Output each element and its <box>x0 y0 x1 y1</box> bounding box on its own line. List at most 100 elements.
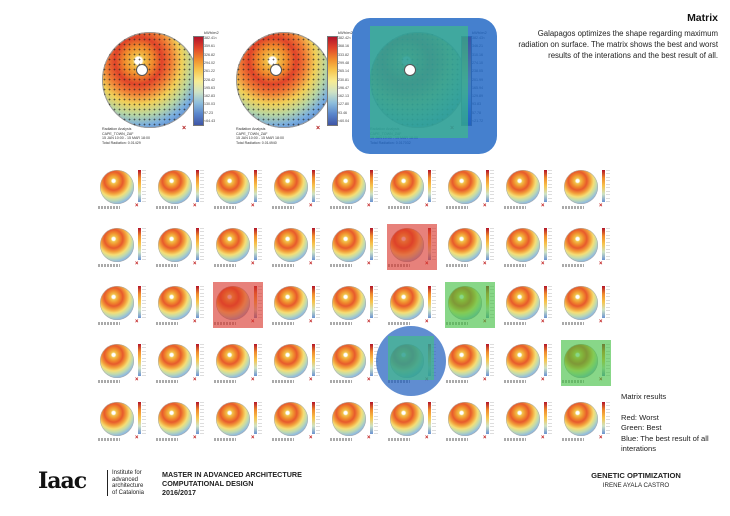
scale-tick-label: 299.48 <box>338 60 349 65</box>
iteration-scale-ticks <box>374 170 378 202</box>
iteration-scale-ticks <box>548 228 552 260</box>
close-x-icon: × <box>316 125 321 132</box>
caption-line: Total Radiation: 0.01429 <box>102 140 141 145</box>
iteration-sphere <box>158 228 192 262</box>
iteration-caption <box>156 322 178 325</box>
scale-tick-label: 93.46 <box>338 110 347 115</box>
iteration-result: × <box>270 168 326 212</box>
close-x-icon: × <box>599 261 603 267</box>
iteration-caption <box>388 206 410 209</box>
iteration-result: × <box>212 168 268 212</box>
worst-result-highlight <box>387 224 437 270</box>
iteration-result: × <box>502 400 558 444</box>
iteration-scale-bar <box>486 170 489 202</box>
iteration-caption <box>214 380 236 383</box>
caption-line: 15 JAN 10:00 - 15 MAR 18:00 <box>102 136 150 140</box>
iteration-sphere <box>216 170 250 204</box>
iteration-sphere <box>274 228 308 262</box>
iteration-result: × <box>502 226 558 270</box>
iteration-caption <box>214 438 236 441</box>
iteration-scale-ticks <box>432 170 436 202</box>
iteration-scale-ticks <box>258 344 262 376</box>
iteration-sphere <box>390 170 424 204</box>
legend-item-best: Green: Best <box>621 423 662 433</box>
caption-line: Radiation Analysis <box>102 127 132 131</box>
iteration-caption <box>330 206 352 209</box>
scale-tick-label: 368.16 <box>338 44 349 49</box>
iteration-sphere <box>448 170 482 204</box>
caption-line: Radiation Analysis <box>236 127 266 131</box>
close-x-icon: × <box>367 203 371 209</box>
scale-tick-label: 127.80 <box>338 102 349 107</box>
close-x-icon: × <box>251 435 255 441</box>
legend-item-best-of-all: Blue: The best result of all interations <box>621 433 709 454</box>
iteration-sphere <box>332 170 366 204</box>
iteration-result: × <box>270 226 326 270</box>
iteration-sphere <box>506 170 540 204</box>
iteration-caption <box>156 264 178 267</box>
iteration-sphere <box>506 402 540 436</box>
close-x-icon: × <box>367 261 371 267</box>
best-of-all-inner-highlight <box>388 336 434 380</box>
iteration-result: × <box>444 168 500 212</box>
iteration-scale-bar <box>602 286 605 318</box>
iteration-sphere <box>274 286 308 320</box>
close-x-icon: × <box>483 261 487 267</box>
iteration-caption <box>562 206 584 209</box>
iteration-sphere <box>158 170 192 204</box>
close-x-icon: × <box>309 435 313 441</box>
scale-tick-label: 382.41< <box>204 36 218 40</box>
iteration-sphere <box>274 344 308 378</box>
iteration-caption <box>330 264 352 267</box>
iteration-sphere <box>100 286 134 320</box>
legend-title: Matrix results <box>621 392 667 401</box>
iteration-scale-bar <box>138 402 141 434</box>
scale-tick-label: 265.14 <box>338 69 349 74</box>
iteration-caption <box>562 264 584 267</box>
institute-line: architecture <box>112 483 144 490</box>
close-x-icon: × <box>251 377 255 383</box>
iteration-scale-bar <box>254 344 257 376</box>
institute-line: Institute for <box>112 470 142 476</box>
iteration-result: × <box>560 400 616 444</box>
institute-line: advanced <box>112 476 139 483</box>
iteration-result: × <box>96 168 152 212</box>
scale-tick-label: 382.42< <box>338 36 352 40</box>
scale-tick-label: 162.13 <box>338 94 349 99</box>
iteration-scale-bar <box>486 344 489 376</box>
close-x-icon: × <box>367 319 371 325</box>
iteration-caption <box>272 206 294 209</box>
iteration-scale-ticks <box>374 228 378 260</box>
iteration-caption <box>388 438 410 441</box>
author-name: IRENE AYALA CASTRO <box>602 482 670 489</box>
iteration-sphere <box>216 344 250 378</box>
iteration-caption <box>330 438 352 441</box>
institute-name: Institute for advanced architecture of C… <box>107 470 144 497</box>
iteration-result: × <box>444 400 500 444</box>
iteration-scale-bar <box>312 228 315 260</box>
iteration-scale-ticks <box>200 402 204 434</box>
iteration-caption <box>156 380 178 383</box>
program-line: MASTER IN ADVANCED ARCHITECTURE <box>162 470 302 479</box>
close-x-icon: × <box>135 377 139 383</box>
iteration-caption <box>446 206 468 209</box>
iteration-result: × <box>502 168 558 212</box>
iteration-scale-ticks <box>142 170 146 202</box>
iteration-result: × <box>502 284 558 328</box>
iaac-logo: Iaac <box>38 468 87 494</box>
matrix-results-legend: Matrix results Red: Worst Green: Best Bl… <box>621 392 721 455</box>
scale-tick-label: 326.82 <box>204 52 215 57</box>
close-x-icon: × <box>425 319 429 325</box>
scale-tick-label: 130.03 <box>204 102 215 107</box>
iteration-result: × <box>328 342 384 386</box>
close-x-icon: × <box>182 125 187 132</box>
scale-tick-label: <64.43 <box>204 119 216 123</box>
iteration-sphere <box>390 286 424 320</box>
iteration-result: × <box>96 342 152 386</box>
iteration-caption <box>388 322 410 325</box>
scale-tick-label: 162.83 <box>204 94 215 99</box>
iteration-caption <box>98 206 120 209</box>
iteration-scale-bar <box>544 286 547 318</box>
close-x-icon: × <box>541 261 545 267</box>
